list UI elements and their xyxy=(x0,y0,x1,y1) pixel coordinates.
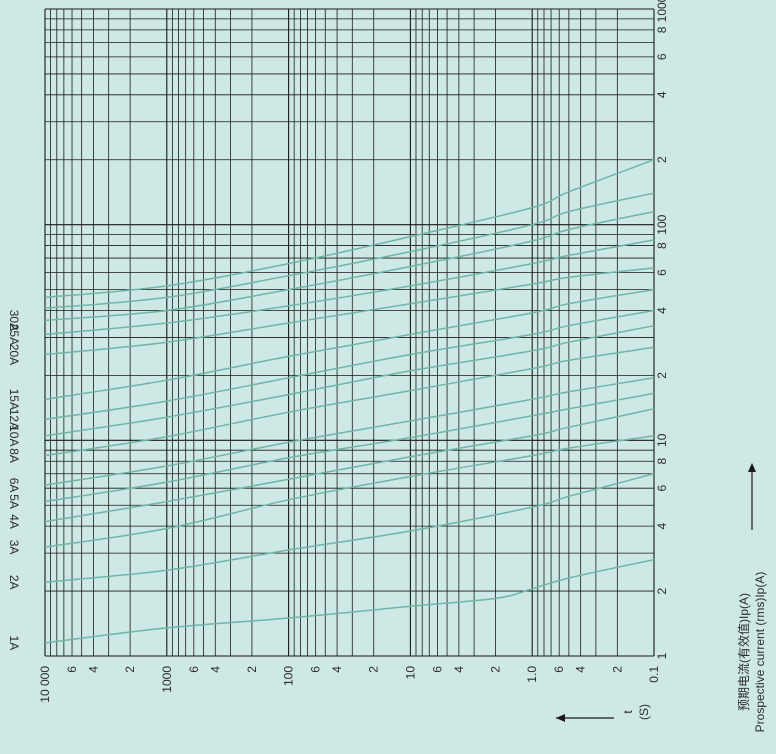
time-tick-label: 100 xyxy=(282,666,296,686)
tick-labels: 10 000 6 4 2 1000 6 4 2 100 6 4 2 10 6 4 2 1.0 6 4 2 0.11246… xyxy=(38,0,669,703)
series-label: 8A xyxy=(7,448,21,463)
time-tick-label: 4 xyxy=(452,666,466,673)
time-tick-label: 2 xyxy=(245,666,259,673)
time-tick-label: 4 xyxy=(574,666,588,673)
curve-series-12 xyxy=(44,210,655,322)
time-tick-label: 4 xyxy=(208,666,222,673)
time-current-curves xyxy=(44,158,655,644)
time-tick-label: 6 xyxy=(430,666,444,673)
time-tick-label: 1000 xyxy=(160,666,174,693)
time-tick-label: 4 xyxy=(87,666,101,673)
curve-series-3 xyxy=(44,408,655,523)
curve-series-5 xyxy=(44,377,655,486)
current-tick-label: 4 xyxy=(655,523,669,530)
curve-series-8 xyxy=(44,309,655,421)
current-tick-label: 4 xyxy=(655,91,669,98)
series-label: 10A xyxy=(7,425,21,446)
current-tick-label: 1 xyxy=(655,652,669,659)
current-axis-label-line1: 预期电流(有效值)Ip(A) xyxy=(736,593,751,711)
series-label: 1A xyxy=(7,636,21,651)
current-tick-label: 2 xyxy=(655,372,669,379)
time-tick-label: 6 xyxy=(187,666,201,673)
series-label: 6A xyxy=(7,478,21,493)
current-axis-label-group: 预期电流(有效值)Ip(A) Prospective current (rms)… xyxy=(736,463,767,732)
curve-series-4 xyxy=(44,392,655,503)
current-tick-label: 100 xyxy=(655,214,669,234)
series-label: 5A xyxy=(7,494,21,509)
current-axis-arrowhead xyxy=(748,463,756,472)
curve-series-6 xyxy=(44,346,655,457)
time-tick-label: 2 xyxy=(123,666,137,673)
time-tick-label: 4 xyxy=(330,666,344,673)
time-axis-arrowhead xyxy=(556,714,565,722)
curve-series-9 xyxy=(44,288,655,401)
current-tick-label: 2 xyxy=(655,587,669,594)
curve-series-14 xyxy=(44,158,655,299)
time-tick-label: 0.1 xyxy=(647,666,661,683)
current-tick-label: 6 xyxy=(655,485,669,492)
curve-series-0 xyxy=(44,558,655,644)
curve-series-2 xyxy=(44,435,655,548)
grid xyxy=(44,8,655,657)
time-tick-label: 6 xyxy=(552,666,566,673)
current-tick-label: 2 xyxy=(655,156,669,163)
current-tick-label: 6 xyxy=(655,53,669,60)
series-label: 15A xyxy=(7,389,21,410)
current-tick-label: 8 xyxy=(655,458,669,465)
time-tick-label: 2 xyxy=(610,666,624,673)
series-label: 3A xyxy=(7,540,21,555)
curve-series-10 xyxy=(44,267,655,356)
series-label: 2A xyxy=(7,575,21,590)
time-axis-label-group: t (S) xyxy=(556,704,651,722)
curve-series-7 xyxy=(44,324,655,437)
time-tick-label: 2 xyxy=(367,666,381,673)
time-tick-label: 1.0 xyxy=(525,666,539,683)
series-label: 4A xyxy=(7,514,21,529)
series-label: 30A xyxy=(7,310,21,331)
curve-series-1 xyxy=(44,472,655,583)
current-tick-label: 8 xyxy=(655,242,669,249)
time-tick-label: 6 xyxy=(309,666,323,673)
series-label: 25A xyxy=(7,324,21,345)
time-axis-label-line1: t xyxy=(621,710,635,714)
current-tick-label: 6 xyxy=(655,269,669,276)
time-tick-label: 2 xyxy=(489,666,503,673)
time-tick-label: 10 000 xyxy=(38,666,52,703)
series-label: 20A xyxy=(7,344,21,365)
current-axis-label-line2: Prospective current (rms)Ip(A) xyxy=(753,572,767,733)
series-label: 12A xyxy=(7,409,21,430)
current-tick-label: 4 xyxy=(655,307,669,314)
time-tick-label: 6 xyxy=(65,666,79,673)
time-axis-label-line2: (S) xyxy=(637,704,651,720)
current-tick-label: 10 xyxy=(655,433,669,447)
curve-series-13 xyxy=(44,192,655,309)
current-tick-label: 8 xyxy=(655,26,669,33)
time-tick-label: 10 xyxy=(403,666,417,680)
curve-series-11 xyxy=(44,239,655,336)
current-tick-label: 1000 xyxy=(655,0,669,22)
